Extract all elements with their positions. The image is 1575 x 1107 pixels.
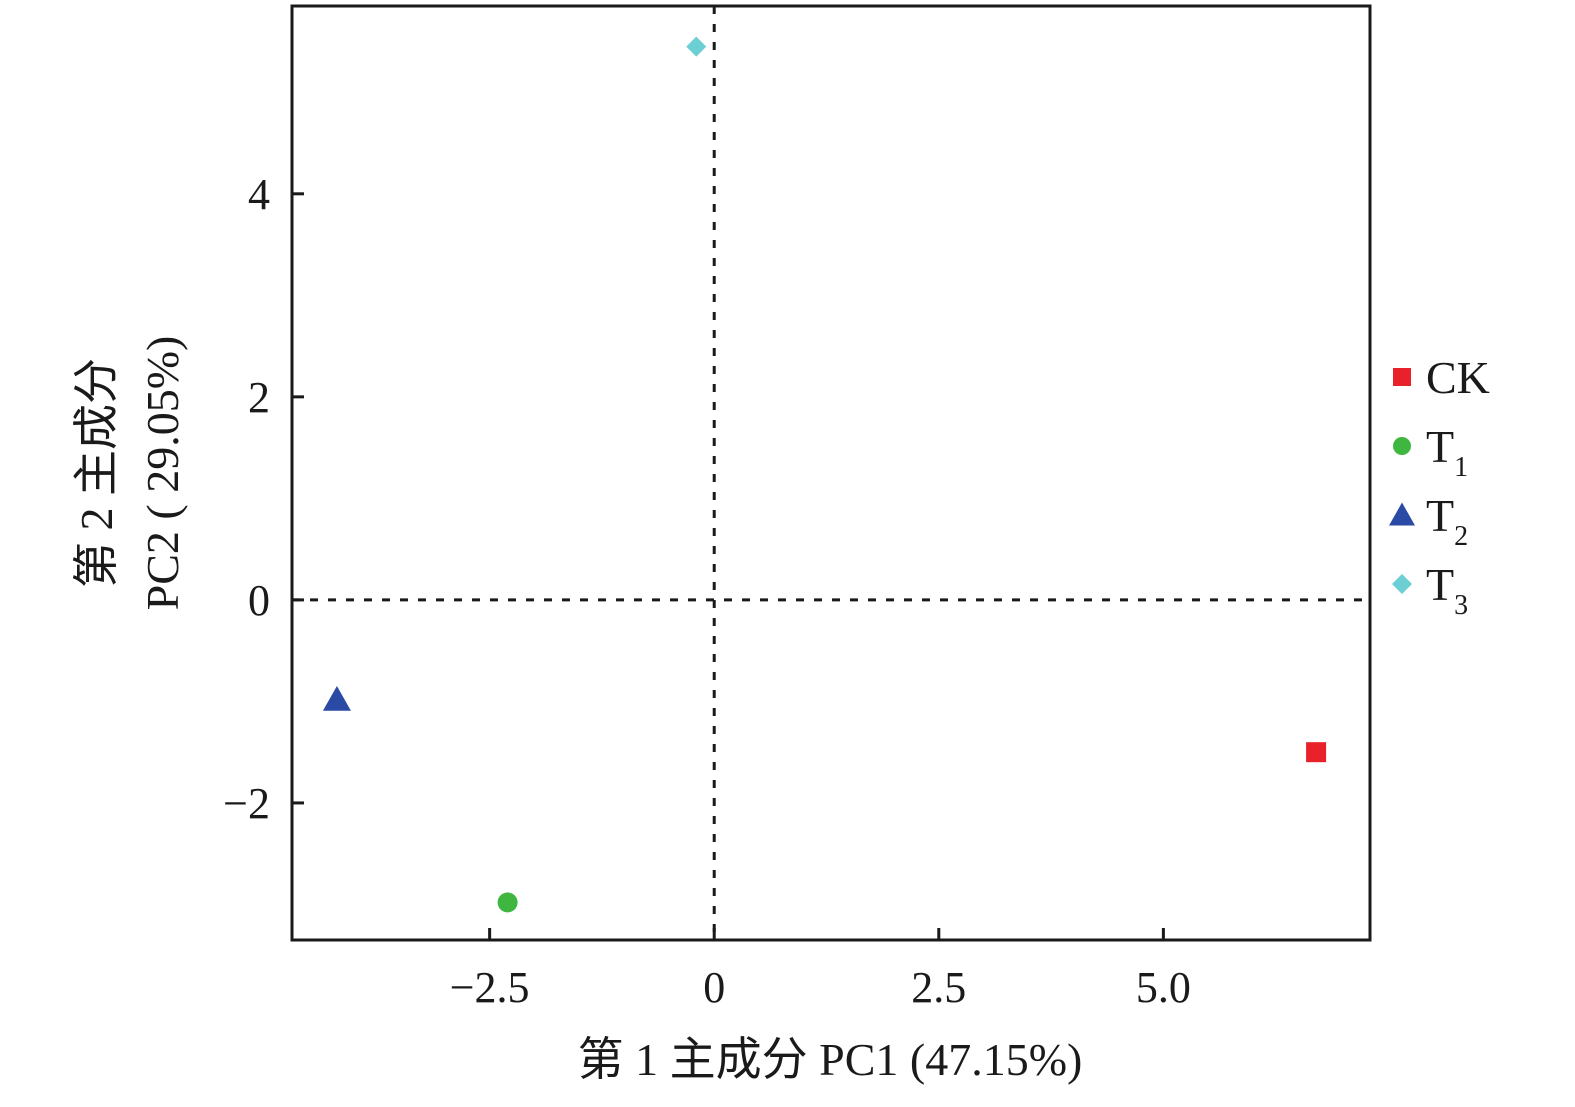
axis-ticks: −2.5 0 2.5 5.0 −2 0 2 4 [223,170,1191,1012]
y-tick-label: 4 [248,170,270,219]
y-tick-label: 0 [248,576,270,625]
legend-label: T1 [1426,421,1468,483]
data-point-t1 [497,892,518,913]
data-point-ck [1306,742,1327,763]
legend-item-ck: CK [1393,352,1490,403]
x-axis-title: 第 1 主成分 PC1 (47.15%) [578,1034,1083,1085]
legend-label: CK [1426,352,1490,403]
x-tick-label: −2.5 [450,963,530,1012]
plot-frame [290,4,1372,942]
y-axis-title-line-1: 第 2 主成分 [71,358,122,588]
x-tick-label: 5.0 [1136,963,1191,1012]
legend-item-t3: T3 [1392,559,1468,621]
legend: CK T1 T2 T3 [1389,352,1490,621]
y-tick-label: 2 [248,373,270,422]
y-axis-title: 第 2 主成分 PC2 ( 29.05%) [71,336,188,611]
legend-item-t1: T1 [1393,421,1468,483]
legend-marker-t3 [1392,574,1412,594]
reference-lines [292,6,1370,940]
legend-marker-t2 [1389,502,1415,526]
legend-item-t2: T2 [1389,490,1468,552]
y-axis-title-line-2: PC2 ( 29.05%) [137,336,188,611]
x-tick-label: 2.5 [911,963,966,1012]
legend-label: T3 [1426,559,1468,621]
legend-marker-ck [1393,368,1411,386]
data-points [322,36,1327,913]
legend-label: T2 [1426,490,1468,552]
y-tick-label: −2 [223,779,270,828]
x-tick-label: 0 [703,963,725,1012]
legend-marker-t1 [1393,437,1411,455]
data-point-t2 [322,685,351,711]
data-point-t3 [686,36,707,57]
